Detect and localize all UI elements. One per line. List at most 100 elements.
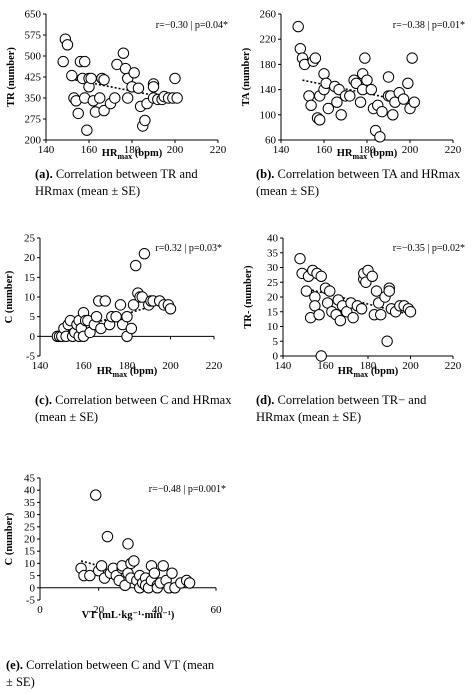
chart-panel-b: 60 100 140 180 220 260 140 160 180 200 220 TA (numb…	[237, 0, 474, 162]
y-tick-label: 10	[24, 292, 36, 304]
data-point	[114, 299, 127, 311]
data-point	[382, 71, 395, 83]
data-point	[324, 285, 336, 297]
y-tick-label: 40	[267, 233, 279, 245]
y-tick-label: 425	[25, 72, 42, 84]
x-tick-label: 180	[359, 144, 376, 156]
x-axis-label: HRmax (bpm)	[102, 148, 163, 161]
x-tick-label: 40	[152, 604, 164, 616]
chart-panel-a: 200 275 350 425 500 575 650 140 160 180 200 220 TR (…	[0, 0, 237, 162]
x-tick-label: 200	[402, 144, 419, 156]
data-point	[318, 68, 330, 80]
x-axis-label: HRmax (bpm)	[97, 366, 158, 379]
data-point	[90, 489, 102, 501]
y-tick-label: 45	[24, 473, 36, 485]
y-tick-label: 25	[267, 277, 279, 289]
data-point	[406, 52, 418, 64]
data-point	[344, 90, 356, 102]
caption-a: (a). Correlation between TR and HRmax (m…	[35, 166, 230, 200]
y-tick-label: 275	[25, 114, 42, 126]
data-point	[109, 92, 121, 104]
y-tick-label: 5	[273, 336, 279, 348]
x-tick-label: 140	[273, 144, 290, 156]
data-point	[139, 114, 151, 127]
x-axis-label: HRmax (bpm)	[337, 148, 398, 161]
y-tick-label: 35	[267, 247, 279, 259]
chart-d: 0 5 10 15 20 25 30 35 40 140 160 180 200 220 TR- (numb…	[243, 233, 465, 380]
data-point	[374, 131, 386, 143]
y-tick-label: 575	[25, 30, 42, 42]
data-point	[315, 270, 327, 283]
caption-label-c: (c).	[35, 393, 52, 407]
data-point	[95, 560, 108, 572]
x-tick-label: 60	[211, 604, 223, 616]
data-point	[359, 52, 371, 64]
x-tick-label: 160	[75, 360, 92, 372]
data-point	[127, 299, 140, 311]
x-tick-label: 180	[119, 360, 136, 372]
y-tick-label: 350	[25, 93, 42, 105]
data-point	[322, 102, 335, 115]
correlation-stat: r=−0.48 | p=0.001*	[149, 484, 226, 495]
data-point	[169, 72, 181, 85]
x-tick-label: 140	[32, 360, 49, 372]
data-point	[361, 74, 373, 86]
data-point	[157, 560, 169, 572]
y-tick-label: -5	[26, 595, 36, 607]
y-tick-label: -5	[26, 351, 36, 363]
data-point	[66, 69, 78, 82]
x-tick-label: 0	[37, 604, 43, 616]
y-tick-label: 0	[273, 351, 279, 363]
data-point	[309, 52, 322, 64]
caption-label-b: (b).	[256, 167, 275, 181]
x-tick-label: 200	[162, 360, 179, 372]
y-tick-label: 25	[24, 521, 36, 533]
correlation-stat: r=−0.30 | p=0.04*	[156, 20, 228, 31]
x-tick-label: 180	[124, 144, 141, 156]
data-point	[387, 109, 399, 121]
data-point	[98, 104, 110, 117]
x-tick-label: 160	[316, 144, 333, 156]
data-point	[314, 114, 326, 126]
y-axis-label: C (number)	[4, 512, 15, 565]
x-tick-label: 160	[81, 144, 98, 156]
data-point	[128, 67, 140, 79]
y-tick-label: 35	[24, 497, 36, 509]
caption-text-e: Correlation between C and VT (mean ± SE)	[6, 658, 215, 689]
y-tick-label: 100	[260, 109, 277, 121]
data-point	[72, 107, 84, 120]
data-point	[130, 259, 142, 272]
data-point	[81, 124, 93, 136]
correlation-stat: r=−0.38 | p=0.01*	[393, 20, 465, 31]
data-point	[404, 306, 417, 318]
y-tick-label: 30	[24, 509, 36, 521]
data-point	[355, 303, 368, 315]
data-point	[166, 567, 178, 579]
data-point	[147, 81, 160, 93]
x-tick-label: 180	[360, 360, 377, 372]
y-tick-label: 180	[260, 59, 277, 71]
data-point	[132, 82, 145, 94]
caption-b: (b). Correlation between TA and HRmax (m…	[256, 166, 466, 200]
x-tick-label: 220	[445, 144, 462, 156]
x-tick-label: 220	[206, 360, 223, 372]
data-point	[397, 93, 410, 105]
x-tick-label: 220	[445, 360, 462, 372]
y-tick-label: 5	[30, 311, 36, 323]
data-point	[99, 295, 111, 307]
data-point	[94, 92, 106, 104]
y-tick-label: 10	[267, 321, 279, 333]
data-point	[305, 99, 317, 112]
data-point	[347, 311, 359, 324]
data-point	[331, 96, 343, 108]
chart-a: 200 275 350 425 500 575 650 140 160 180 200 220 TR (…	[6, 9, 228, 162]
caption-text-d: Correlation between TR− and HRmax (mean …	[256, 393, 427, 424]
data-point	[300, 285, 313, 297]
data-point	[122, 92, 134, 104]
caption-label-a: (a).	[35, 167, 53, 181]
data-point	[334, 314, 347, 327]
data-point	[365, 83, 378, 96]
y-tick-label: 20	[24, 252, 36, 264]
chart-panel-e: -5 0 5 10 15 20 25 30 35 40 45 0 20 40 60 C (number) VT …	[0, 466, 237, 622]
